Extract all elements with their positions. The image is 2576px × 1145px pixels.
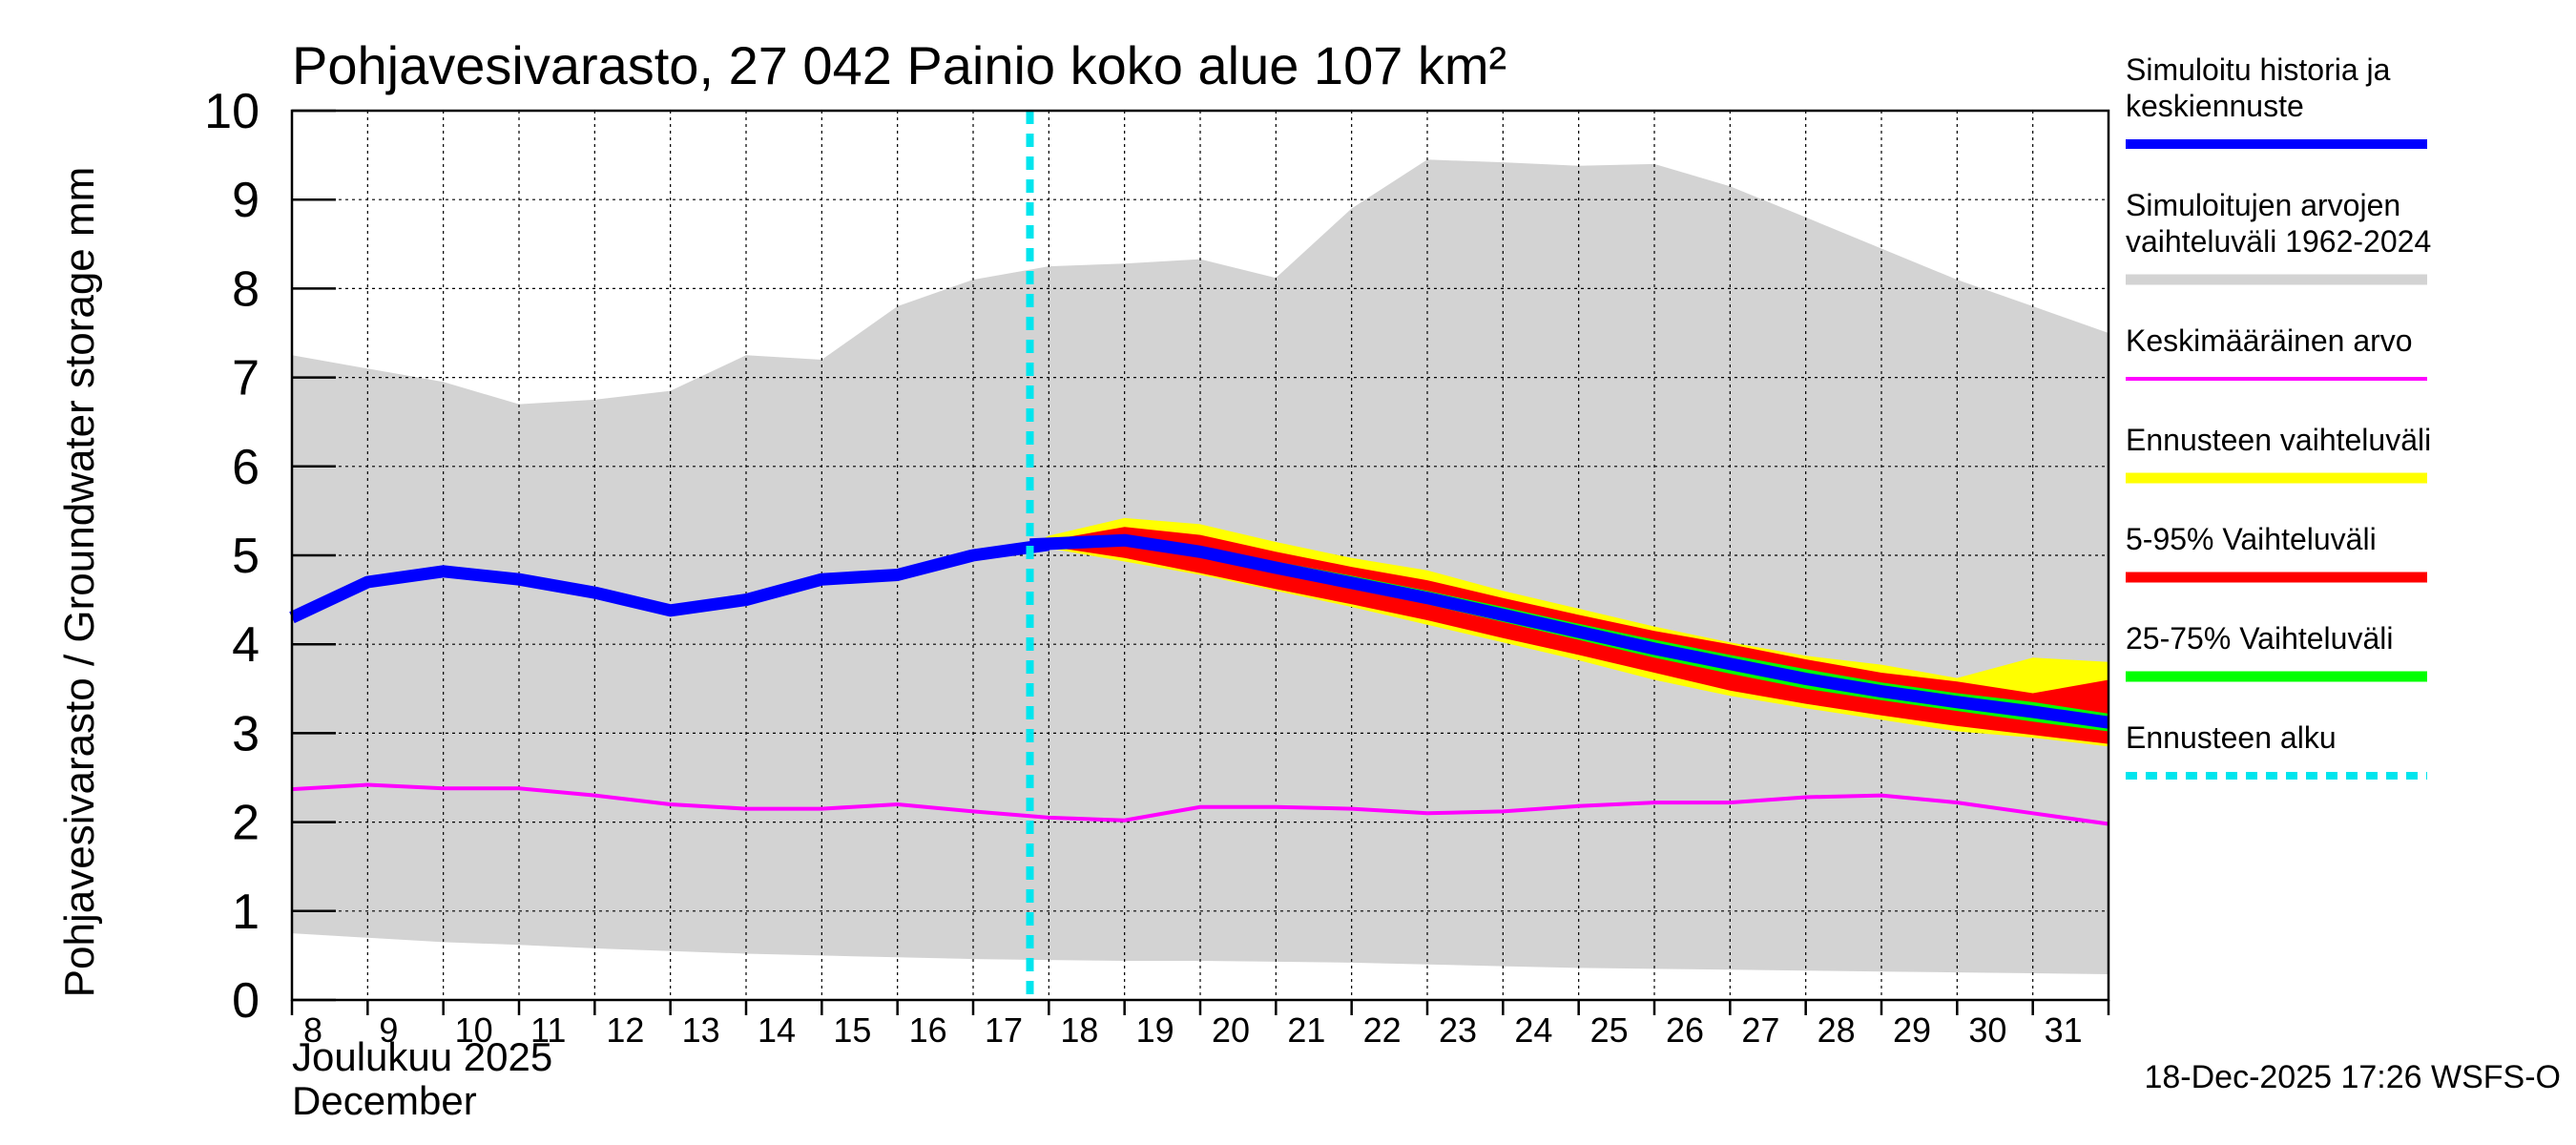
y-tick-label: 8: [232, 261, 260, 317]
y-tick-label: 1: [232, 885, 260, 940]
y-tick-label: 4: [232, 617, 260, 673]
history-line: [289, 538, 1050, 624]
legend-label-range: vaihteluväli 1962-2024: [2126, 224, 2431, 259]
x-tick-label: 18: [1060, 1010, 1098, 1050]
x-tick-label: 31: [2045, 1010, 2083, 1050]
x-tick-label: 24: [1514, 1010, 1552, 1050]
y-tick-label: 2: [232, 796, 260, 851]
y-tick-label: 3: [232, 706, 260, 761]
x-tick-label: 15: [833, 1010, 871, 1050]
x-tick-label: 19: [1136, 1010, 1174, 1050]
x-tick-label: 8: [303, 1010, 322, 1050]
forecast-median-line: [1029, 533, 2109, 729]
x-tick-label: 30: [1968, 1010, 2006, 1050]
legend-label-range: Simuloitujen arvojen: [2126, 188, 2400, 222]
y-axis-label: Pohjavesivarasto / Groundwater storage m…: [56, 167, 103, 998]
x-tick-label: 26: [1666, 1010, 1704, 1050]
y-tick-label: 5: [232, 529, 260, 584]
legend-label-history: Simuloitu historia ja: [2126, 52, 2391, 87]
legend-label-forecast_range: Ennusteen vaihteluväli: [2126, 423, 2431, 457]
y-tick-label: 9: [232, 173, 260, 228]
x-tick-label: 25: [1590, 1010, 1629, 1050]
x-axis-month-label-en: December: [292, 1078, 477, 1123]
x-tick-label: 14: [758, 1010, 796, 1050]
x-tick-label: 29: [1893, 1010, 1931, 1050]
x-tick-label: 28: [1818, 1010, 1856, 1050]
chart-title: Pohjavesivarasto, 27 042 Painio koko alu…: [292, 35, 1506, 95]
legend-label-p5_95: 5-95% Vaihteluväli: [2126, 522, 2377, 556]
y-tick-label: 10: [204, 84, 260, 139]
x-tick-label: 12: [606, 1010, 644, 1050]
x-tick-label: 10: [455, 1010, 493, 1050]
y-tick-label: 6: [232, 440, 260, 495]
x-tick-label: 23: [1439, 1010, 1477, 1050]
legend-label-history: keskiennuste: [2126, 89, 2304, 123]
legend-label-p25_75: 25-75% Vaihteluväli: [2126, 621, 2393, 656]
x-tick-label: 21: [1287, 1010, 1325, 1050]
y-tick-label: 7: [232, 351, 260, 406]
y-tick-label: 0: [232, 973, 260, 1029]
x-tick-label: 11: [530, 1010, 566, 1050]
legend-label-forecast_start: Ennusteen alku: [2126, 720, 2337, 755]
x-tick-label: 17: [985, 1010, 1023, 1050]
x-tick-label: 13: [682, 1010, 720, 1050]
legend-label-mean: Keskimääräinen arvo: [2126, 323, 2413, 358]
mean-line: [291, 782, 2109, 826]
x-tick-label: 27: [1741, 1010, 1779, 1050]
timestamp: 18-Dec-2025 17:26 WSFS-O: [2144, 1059, 2561, 1095]
x-tick-label: 16: [909, 1010, 947, 1050]
x-axis-month-label: Joulukuu 2025: [292, 1034, 552, 1079]
x-tick-label: 22: [1363, 1010, 1402, 1050]
x-tick-label: 9: [379, 1010, 398, 1050]
x-tick-label: 20: [1212, 1010, 1250, 1050]
